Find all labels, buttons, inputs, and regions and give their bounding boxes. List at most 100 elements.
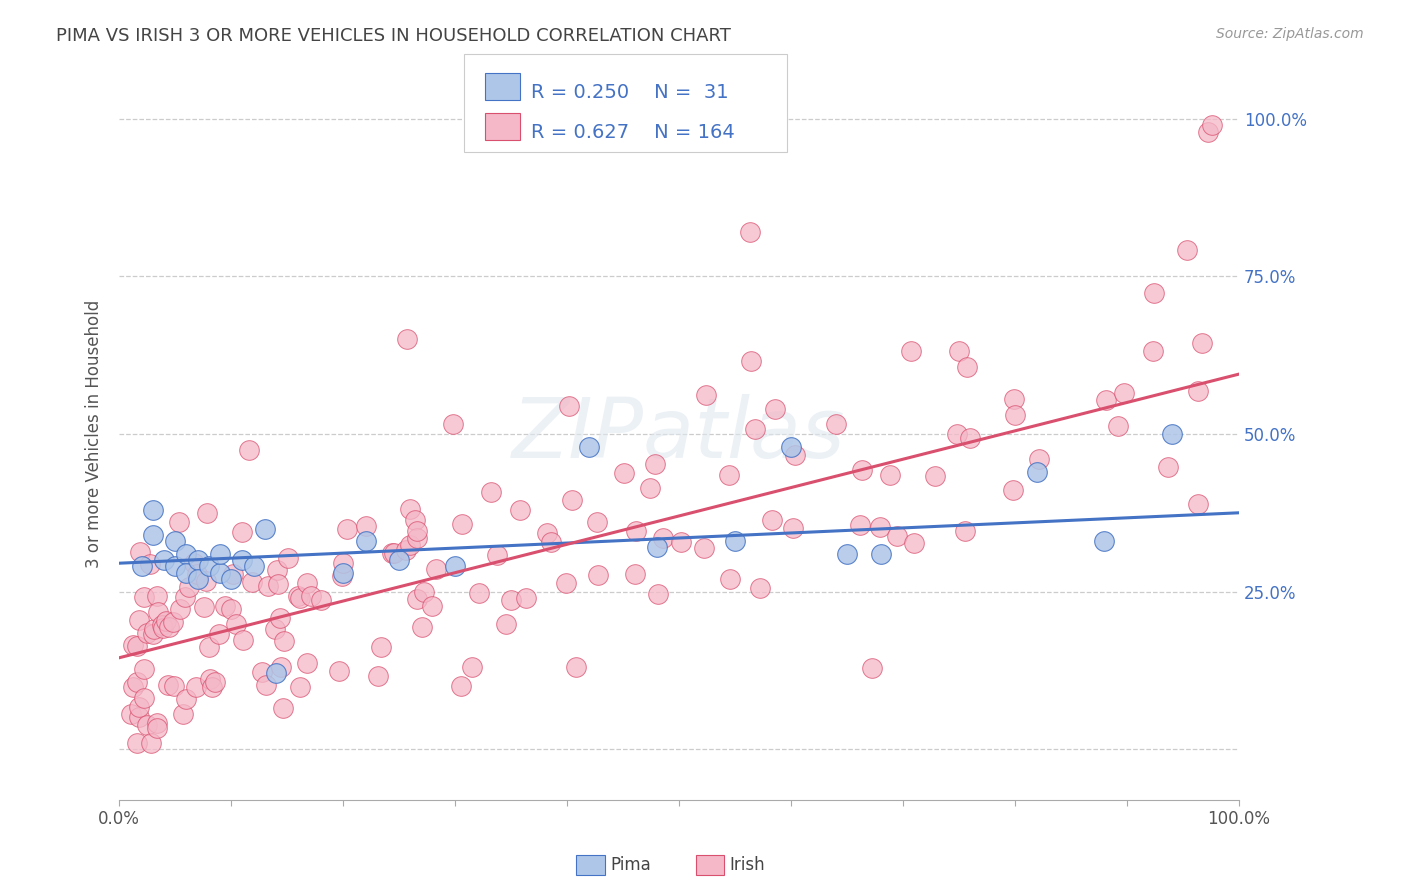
Point [270, 660, 292, 674]
Point [332, 566, 354, 580]
Point [956, 359, 979, 374]
Point [886, 529, 908, 543]
Point [132, 590, 155, 604]
Point [1004, 408, 1026, 422]
Point [1107, 418, 1129, 433]
Point [174, 692, 197, 706]
Point [860, 661, 883, 675]
Point [186, 567, 208, 582]
Point [900, 344, 922, 359]
Point [1160, 427, 1182, 442]
Point [176, 566, 198, 580]
Point [411, 619, 433, 633]
Point [780, 440, 803, 454]
Point [194, 574, 217, 588]
Point [332, 556, 354, 570]
Point [669, 535, 692, 549]
Point [1002, 392, 1025, 406]
Point [761, 513, 783, 527]
Point [586, 515, 609, 529]
Point [354, 534, 377, 549]
Point [869, 547, 891, 561]
Point [146, 721, 169, 735]
Point [558, 399, 581, 413]
Point [420, 599, 443, 613]
Point [128, 700, 150, 714]
Point [370, 640, 392, 655]
Point [879, 468, 901, 483]
Point [273, 701, 295, 715]
Point [146, 589, 169, 603]
Point [515, 591, 537, 605]
Point [398, 502, 420, 516]
Text: Source: ZipAtlas.com: Source: ZipAtlas.com [1216, 27, 1364, 41]
Point [1028, 452, 1050, 467]
Point [264, 622, 287, 636]
Point [309, 593, 332, 607]
Point [724, 534, 747, 549]
Point [299, 590, 322, 604]
Point [187, 572, 209, 586]
Point [139, 736, 162, 750]
Point [849, 518, 872, 533]
Point [238, 443, 260, 458]
Point [395, 332, 418, 346]
Point [231, 553, 253, 567]
Point [214, 599, 236, 614]
Text: R = 0.250    N =  31: R = 0.250 N = 31 [531, 83, 730, 102]
Point [1187, 498, 1209, 512]
Point [740, 353, 762, 368]
Point [169, 602, 191, 616]
Point [288, 591, 311, 605]
Point [695, 388, 717, 402]
Text: R = 0.627    N = 164: R = 0.627 N = 164 [531, 123, 735, 142]
Point [382, 545, 405, 559]
Point [1201, 118, 1223, 132]
Point [1187, 384, 1209, 398]
Point [336, 522, 359, 536]
Point [204, 674, 226, 689]
Point [201, 680, 224, 694]
Point [165, 534, 187, 549]
Point [254, 678, 277, 692]
Point [127, 639, 149, 653]
Point [565, 659, 588, 673]
Point [613, 466, 636, 480]
Point [945, 427, 967, 442]
Point [129, 544, 152, 558]
Point [156, 678, 179, 692]
Point [183, 556, 205, 570]
Point [1001, 483, 1024, 498]
Point [269, 611, 291, 625]
Point [153, 553, 176, 567]
Point [536, 525, 558, 540]
Point [1197, 124, 1219, 138]
Point [143, 623, 166, 637]
Point [441, 417, 464, 432]
Point [479, 484, 502, 499]
Point [718, 572, 741, 586]
Point [405, 531, 427, 545]
Point [135, 718, 157, 732]
Point [356, 518, 378, 533]
Point [903, 536, 925, 550]
Y-axis label: 3 or more Vehicles in Household: 3 or more Vehicles in Household [86, 300, 103, 568]
Point [162, 615, 184, 630]
Point [763, 401, 786, 416]
Point [125, 674, 148, 689]
Point [398, 538, 420, 552]
Point [288, 681, 311, 695]
Point [1191, 336, 1213, 351]
Point [638, 481, 661, 495]
Point [485, 548, 508, 562]
Point [509, 503, 531, 517]
Point [165, 559, 187, 574]
Point [647, 587, 669, 601]
Point [257, 580, 280, 594]
Point [1112, 386, 1135, 401]
Point [495, 617, 517, 632]
Point [744, 421, 766, 435]
Point [193, 600, 215, 615]
Point [835, 547, 858, 561]
Point [208, 566, 231, 580]
